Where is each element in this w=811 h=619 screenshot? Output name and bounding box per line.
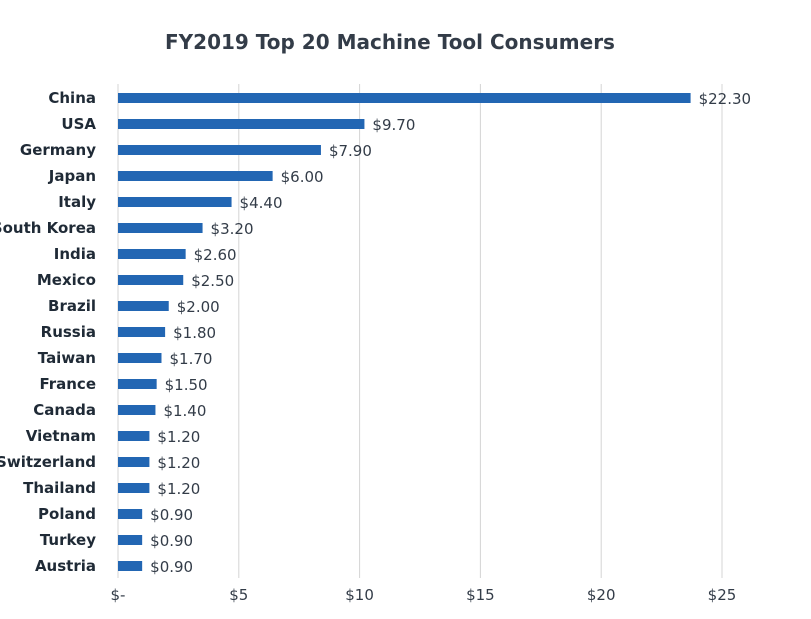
category-label: Japan [48,167,96,185]
category-label: Switzerland [0,453,96,471]
bar-brazil [118,301,169,311]
category-label: France [39,375,96,393]
value-label: $0.90 [150,506,193,524]
bar-vietnam [118,431,150,441]
category-label: Turkey [40,531,96,549]
category-label: Russia [41,323,96,341]
bar-south-korea [118,223,203,233]
bar-germany [118,145,321,155]
bar-switzerland [118,457,150,467]
value-label: $2.00 [177,298,220,316]
category-label: Italy [58,193,96,211]
category-label: Austria [35,557,96,575]
value-label: $3.20 [211,220,254,238]
x-tick-label: $25 [708,586,737,604]
bar-mexico [118,275,184,285]
category-label: Poland [38,505,96,523]
value-label: $1.20 [157,428,200,446]
value-label: $22.30 [699,90,752,108]
x-tick-label: $5 [229,586,248,604]
value-label: $6.00 [281,168,324,186]
category-label: USA [61,115,96,133]
value-label: $7.90 [329,142,372,160]
value-label: $1.80 [173,324,216,342]
bar-poland [118,509,143,519]
category-label: Thailand [23,479,96,497]
value-label: $1.40 [163,402,206,420]
bar-austria [118,561,143,571]
category-label: India [54,245,96,263]
bar-china [118,93,691,103]
value-label: $0.90 [150,532,193,550]
value-label: $2.50 [191,272,234,290]
bar-russia [118,327,166,337]
bar-italy [118,197,232,207]
x-tick-label: $10 [345,586,374,604]
category-label: Canada [33,401,96,419]
category-label: China [48,89,96,107]
category-label: South Korea [0,219,96,237]
value-label: $1.20 [157,480,200,498]
bar-turkey [118,535,143,545]
value-label: $2.60 [194,246,237,264]
bar-canada [118,405,156,415]
bar-japan [118,171,273,181]
chart-title: FY2019 Top 20 Machine Tool Consumers [165,30,615,54]
category-label: Taiwan [38,349,96,367]
value-label: $1.50 [165,376,208,394]
bar-taiwan [118,353,162,363]
bar-thailand [118,483,150,493]
bar-usa [118,119,365,129]
bar-france [118,379,157,389]
value-label: $1.20 [157,454,200,472]
x-tick-label: $- [111,586,126,604]
label-layer: $- $5 $10 $15 $20 $25 China $22.30 USA $9.70 Germa… [0,89,751,604]
value-label: $1.70 [169,350,212,368]
x-tick-label: $15 [466,586,495,604]
category-label: Mexico [37,271,96,289]
grid-layer [117,84,723,578]
value-label: $4.40 [240,194,283,212]
bar-layer [118,93,691,571]
value-label: $9.70 [372,116,415,134]
category-label: Vietnam [26,427,96,445]
value-label: $0.90 [150,558,193,576]
category-label: Germany [20,141,96,159]
bar-india [118,249,186,259]
x-tick-label: $20 [587,586,616,604]
category-label: Brazil [48,297,96,315]
